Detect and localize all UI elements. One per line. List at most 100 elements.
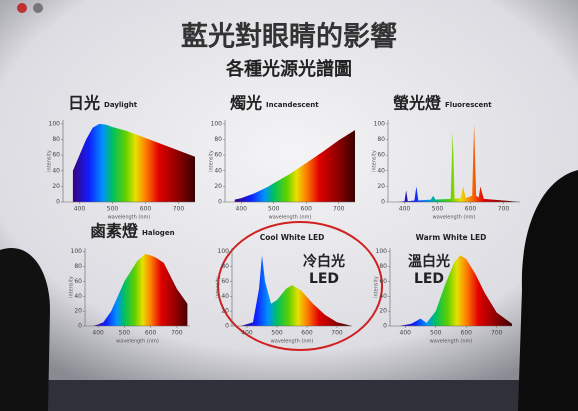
x-tick-label: 600	[140, 206, 152, 213]
x-axis-label: wavelength (nm)	[116, 339, 159, 345]
chart-title: Cool White LED	[260, 233, 325, 242]
chart-title: 燭光	[230, 94, 262, 113]
y-tick-label: 20	[377, 183, 385, 190]
y-tick-label: 60	[74, 278, 82, 285]
y-tick-label: 20	[379, 308, 387, 315]
y-tick-label: 80	[74, 263, 82, 270]
x-tick-label: 700	[491, 330, 503, 337]
y-tick-label: 0	[56, 199, 60, 206]
chart-subtitle: Incandescent	[266, 101, 319, 109]
x-axis-label: wavelength (nm)	[269, 215, 312, 221]
y-tick-label: 40	[377, 167, 385, 174]
x-tick-label: 700	[333, 206, 345, 213]
spectrum-area	[234, 130, 355, 202]
y-tick-label: 100	[71, 248, 83, 255]
chart-title: 鹵素燈	[90, 222, 139, 241]
y-tick-label: 0	[78, 323, 82, 330]
x-tick-label: 500	[268, 206, 280, 213]
annotation: 冷白光	[303, 253, 345, 270]
x-tick-label: 400	[74, 206, 86, 213]
y-axis-label: intensity	[372, 150, 378, 172]
y-axis-label: intensity	[374, 276, 380, 298]
y-tick-label: 60	[377, 152, 385, 159]
y-tick-label: 0	[225, 323, 229, 330]
chart-title: Warm White LED	[416, 233, 487, 242]
x-tick-label: 700	[331, 330, 343, 337]
x-tick-label: 600	[465, 206, 477, 213]
dot	[33, 3, 43, 13]
x-tick-label: 500	[271, 330, 283, 337]
y-tick-label: 100	[49, 120, 61, 127]
x-tick-label: 700	[173, 206, 185, 213]
x-tick-label: 500	[430, 330, 442, 337]
y-tick-label: 40	[214, 167, 222, 174]
y-tick-label: 0	[383, 323, 387, 330]
x-tick-label: 600	[301, 330, 313, 337]
head-silhouette	[0, 248, 50, 411]
head-silhouette	[518, 170, 578, 411]
x-axis-label: wavelength (nm)	[108, 215, 151, 221]
annotation: 溫白光	[408, 253, 450, 270]
slide-title: 藍光對眼睛的影響	[181, 21, 397, 53]
x-tick-label: 500	[432, 206, 444, 213]
y-tick-label: 60	[52, 152, 60, 159]
x-axis-label: wavelength (nm)	[271, 339, 314, 345]
slide-subtitle: 各種光源光譜圖	[225, 58, 352, 80]
y-tick-label: 20	[221, 308, 229, 315]
y-tick-label: 20	[52, 183, 60, 190]
spectrum-area	[92, 253, 188, 326]
x-tick-label: 600	[461, 330, 473, 337]
x-tick-label: 700	[171, 330, 183, 337]
y-tick-label: 100	[211, 120, 223, 127]
y-tick-label: 80	[377, 136, 385, 143]
y-tick-label: 80	[52, 136, 60, 143]
chart-subtitle: Daylight	[104, 101, 138, 109]
chart-title: 螢光燈	[393, 94, 442, 113]
spectrum-area	[241, 255, 352, 326]
y-tick-label: 40	[74, 293, 82, 300]
y-axis-label: intensity	[69, 276, 75, 298]
x-tick-label: 400	[92, 330, 104, 337]
y-tick-label: 60	[221, 278, 229, 285]
y-tick-label: 100	[376, 248, 388, 255]
spectrum-area	[72, 123, 195, 202]
chart-subtitle: Fluorescent	[445, 101, 492, 109]
y-tick-label: 80	[214, 136, 222, 143]
annotation: LED	[309, 271, 339, 287]
y-tick-label: 20	[74, 308, 82, 315]
y-axis-label: intensity	[47, 150, 53, 172]
x-tick-label: 400	[241, 330, 253, 337]
x-tick-label: 400	[400, 330, 412, 337]
annotation: LED	[414, 271, 444, 287]
y-tick-label: 80	[221, 263, 229, 270]
chart-title: 日光	[68, 94, 100, 113]
y-tick-label: 0	[381, 199, 385, 206]
y-tick-label: 80	[379, 263, 387, 270]
y-axis-label: intensity	[216, 276, 222, 298]
y-tick-label: 20	[214, 183, 222, 190]
spectrum-area	[399, 255, 512, 326]
y-tick-label: 40	[379, 293, 387, 300]
y-tick-label: 40	[221, 293, 229, 300]
x-tick-label: 500	[107, 206, 119, 213]
x-tick-label: 600	[301, 206, 313, 213]
x-axis-label: wavelength (nm)	[433, 215, 476, 221]
x-tick-label: 400	[236, 206, 248, 213]
chart-subtitle: Halogen	[142, 229, 175, 237]
x-tick-label: 700	[498, 206, 510, 213]
x-tick-label: 500	[119, 330, 131, 337]
y-axis-label: intensity	[209, 150, 215, 172]
y-tick-label: 60	[214, 152, 222, 159]
x-tick-label: 400	[399, 206, 411, 213]
x-axis-label: wavelength (nm)	[430, 339, 473, 345]
highlight-circle	[217, 221, 383, 351]
y-tick-label: 0	[218, 199, 222, 206]
y-tick-label: 100	[374, 120, 386, 127]
y-tick-label: 100	[218, 248, 230, 255]
y-tick-label: 40	[52, 167, 60, 174]
x-tick-label: 600	[145, 330, 157, 337]
y-tick-label: 60	[379, 278, 387, 285]
dot	[17, 3, 27, 13]
